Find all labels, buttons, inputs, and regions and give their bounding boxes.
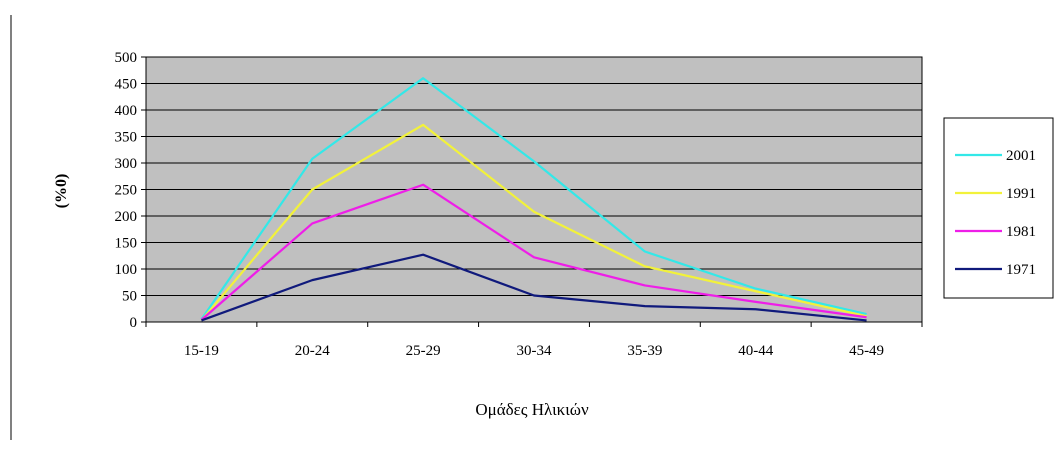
series-line-1991 [200, 123, 867, 322]
series-lines [200, 77, 867, 322]
legend: 2001 1991 1981 1971 [943, 117, 1054, 299]
x-tick-label: 35-39 [627, 343, 662, 359]
y-axis-title: (%0) [53, 174, 70, 209]
y-tick-label: 450 [115, 77, 138, 93]
y-tick-label: 350 [115, 130, 138, 146]
x-tick-label: 25-29 [406, 343, 441, 359]
series-line-1971 [201, 253, 867, 322]
x-tick-label: 30-34 [517, 343, 552, 359]
y-tick-label: 100 [115, 262, 138, 278]
x-tick-label: 40-44 [738, 343, 773, 359]
y-tick-label: 250 [115, 183, 138, 199]
legend-label-2001: 2001 [1006, 148, 1036, 164]
y-tick-label: 50 [122, 289, 137, 305]
series-line-1981 [200, 183, 867, 321]
legend-label-1981: 1981 [1006, 224, 1036, 240]
x-axis: 15-19 20-24 25-29 30-34 35-39 40-44 45-49 [145, 321, 923, 359]
gridlines [146, 56, 922, 296]
y-tick-label: 400 [115, 103, 138, 119]
y-tick-label: 200 [115, 209, 138, 225]
y-tick-label: 0 [130, 315, 138, 331]
legend-box [943, 117, 1054, 299]
legend-label-1991: 1991 [1006, 186, 1036, 202]
y-tick-label: 300 [115, 156, 138, 172]
x-axis-title: Ομάδες Ηλικιών [475, 400, 589, 419]
y-tick-label: 500 [115, 50, 138, 66]
legend-label-1971: 1971 [1006, 262, 1036, 278]
y-tick-label: 150 [115, 236, 138, 252]
x-tick-label: 45-49 [849, 343, 884, 359]
x-tick-label: 20-24 [295, 343, 330, 359]
y-axis: 0 50 100 150 200 250 300 350 400 450 500 [115, 50, 147, 331]
x-tick-label: 15-19 [184, 343, 219, 359]
series-line-2001 [200, 77, 867, 320]
